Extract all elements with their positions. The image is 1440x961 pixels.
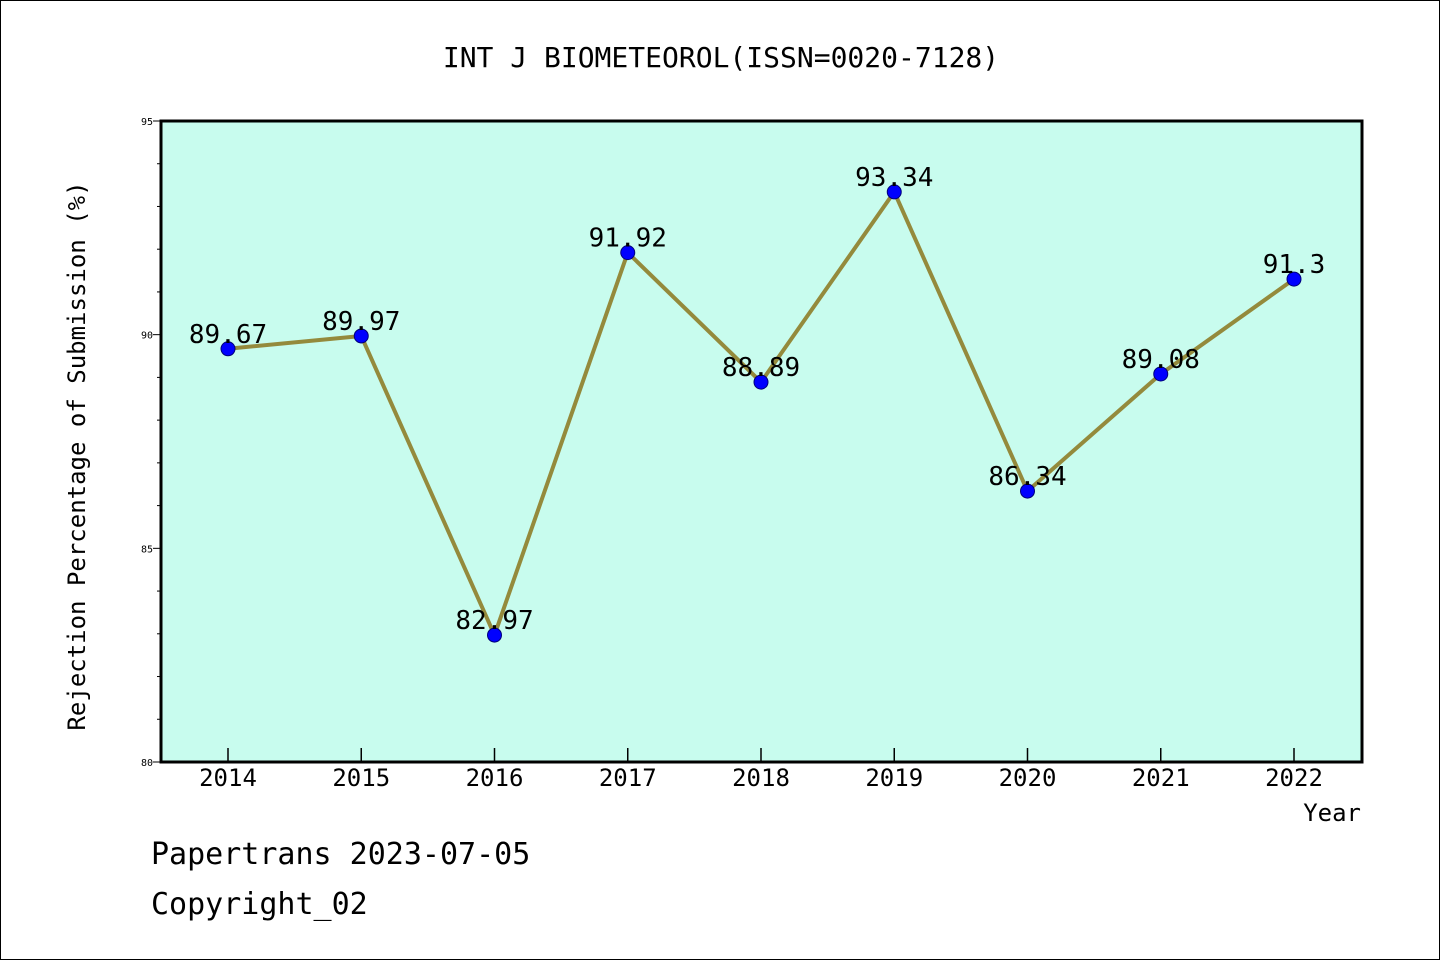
x-tick-label: 2018: [732, 764, 790, 792]
x-tick-label: 2016: [466, 764, 524, 792]
data-point[interactable]: [1286, 271, 1302, 287]
data-label: 89.67: [189, 320, 267, 350]
y-tick-label: 80: [141, 758, 153, 769]
data-label: 89.97: [322, 307, 400, 337]
y-axis-label: Rejection Percentage of Submission (%): [63, 181, 91, 730]
data-point[interactable]: [220, 341, 236, 357]
x-tick-label: 2020: [999, 764, 1057, 792]
data-label: 91.92: [589, 224, 667, 254]
data-label: 91.3: [1263, 250, 1326, 280]
x-tick-label: 2022: [1265, 764, 1323, 792]
data-label: 88.89: [722, 353, 800, 383]
data-label: 86.34: [988, 462, 1066, 492]
x-tick-label: 2014: [199, 764, 257, 792]
x-axis-label: Year: [1303, 799, 1361, 827]
data-point[interactable]: [1020, 483, 1035, 499]
plot-area: [161, 121, 1362, 762]
data-point[interactable]: [620, 245, 636, 261]
data-label: 82.97: [455, 606, 533, 636]
data-point[interactable]: [753, 374, 769, 390]
x-tick-label: 2019: [865, 764, 923, 792]
data-point[interactable]: [886, 184, 902, 200]
data-point[interactable]: [353, 328, 369, 344]
x-tick-label: 2017: [599, 764, 657, 792]
footer-date-text: Papertrans 2023-07-05: [151, 837, 531, 872]
data-point[interactable]: [487, 627, 502, 643]
y-tick-label: 95: [141, 117, 153, 128]
x-axis: 2014 2015 2016 2017 2018 2019 2020 2021 2022: [199, 748, 1323, 792]
data-point[interactable]: [1153, 366, 1169, 382]
data-label: 93.34: [855, 163, 933, 193]
plot-frame: [159, 119, 1364, 764]
x-tick-label: 2021: [1132, 764, 1190, 792]
y-tick-label: 85: [141, 544, 153, 555]
x-tick-label: 2015: [332, 764, 390, 792]
data-label: 89.08: [1122, 345, 1200, 375]
footer-copyright-text: Copyright_02: [151, 887, 368, 922]
y-axis: 80 85 90 95: [141, 117, 161, 769]
series: 89.67 89.97 82.97 91.92 88.89 93.34 86.34 89.08…: [189, 163, 1326, 643]
y-tick-label: 90: [141, 331, 153, 342]
chart-title: INT J BIOMETEOROL(ISSN=0020-7128): [443, 41, 999, 74]
